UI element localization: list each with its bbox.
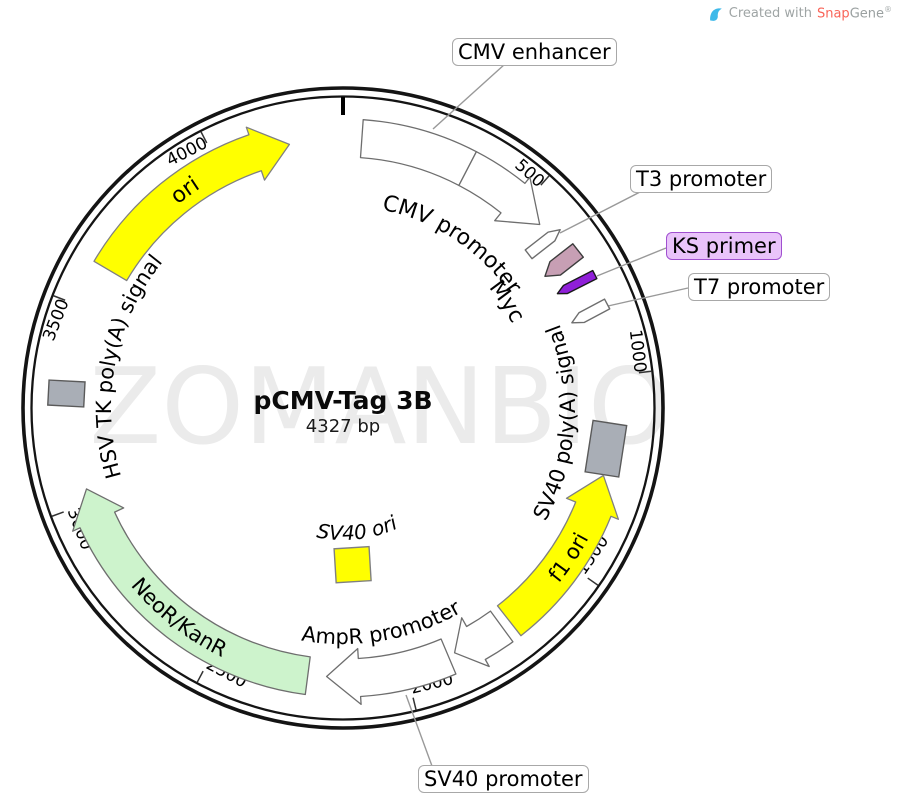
neor-kanr-label-text: NeoR/KanR xyxy=(127,573,231,662)
registered-mark: ® xyxy=(884,5,892,15)
tick-line-3500 xyxy=(53,295,66,301)
neor-kanr-label: NeoR/KanR xyxy=(127,573,231,662)
callout-line-ks-primer xyxy=(596,247,667,277)
feature-cmv-enhancer xyxy=(359,119,478,187)
plasmid-name: pCMV-Tag 3B xyxy=(253,386,433,415)
callout-line-sv40-promoter xyxy=(405,694,433,767)
callout-line-cmv-enhancer xyxy=(432,63,506,130)
feature-f1-ori xyxy=(496,474,620,637)
tick-line-4000 xyxy=(200,131,208,144)
feature-shapes xyxy=(47,119,628,706)
feature-sv40-polya xyxy=(584,419,628,478)
tick-line-2500 xyxy=(196,670,204,683)
tick-label-1000: 1000 xyxy=(625,328,650,373)
feature-t7-promoter xyxy=(571,298,611,324)
feature-ori xyxy=(93,126,291,282)
credit-brand-gene: Gene xyxy=(849,6,884,22)
feature-t3-promoter xyxy=(524,228,561,260)
callout-line-t3-promoter xyxy=(559,191,641,234)
tick-line-3000 xyxy=(51,511,64,517)
feature-ampr-promoter xyxy=(453,610,514,668)
feature-ks-primer xyxy=(556,269,598,295)
sv40-polya-label: SV40 poly(A) signal xyxy=(528,322,580,524)
sv40-ori-label-text: SV40 ori xyxy=(315,510,401,545)
backbone-ring-outer xyxy=(21,86,665,730)
background-watermark: ZOMANBIO xyxy=(89,346,671,468)
feature-neor-kanr xyxy=(72,488,311,696)
credit-brand: SnapGene® xyxy=(817,5,892,21)
sv40-polya-label-text: SV40 poly(A) signal xyxy=(528,322,580,524)
tick-line-500 xyxy=(540,175,550,186)
callout-lines xyxy=(405,63,689,767)
callout-t7-promoter: T7 promoter xyxy=(688,273,831,301)
callout-line-t7-promoter xyxy=(607,287,689,307)
backbone-ring-inner xyxy=(30,95,656,721)
credit-brand-snap: Snap xyxy=(816,6,850,22)
feature-myc-tag xyxy=(544,243,584,278)
hsv-tk-polya-label: HSV TK poly(A) signal xyxy=(92,250,167,481)
tick-line-1000 xyxy=(638,370,652,374)
credit-prefix: Created with xyxy=(728,6,812,21)
feature-sv40-promoter xyxy=(325,638,457,706)
plasmid-size: 4327 bp xyxy=(305,416,381,437)
callout-t3-promoter: T3 promoter xyxy=(630,165,773,193)
hsv-tk-polya-label-text: HSV TK poly(A) signal xyxy=(92,250,167,481)
feature-cmv-promoter xyxy=(458,151,541,226)
callout-cmv-enhancer: CMV enhancer xyxy=(452,38,617,66)
tick-line-2000 xyxy=(412,697,417,710)
callout-sv40-promoter: SV40 promoter xyxy=(418,765,589,793)
tick-line-1500 xyxy=(587,577,599,586)
sv40-ori-label: SV40 ori xyxy=(315,510,401,545)
feature-sv40-ori xyxy=(333,545,372,584)
feature-hsv-tk-polya xyxy=(47,379,86,408)
snapgene-logo-icon xyxy=(709,8,722,21)
callout-ks-primer: KS primer xyxy=(666,232,782,260)
plasmid-title-block: pCMV-Tag 3B 4327 bp xyxy=(253,386,432,437)
snapgene-credit: Created with SnapGene® xyxy=(709,5,892,22)
